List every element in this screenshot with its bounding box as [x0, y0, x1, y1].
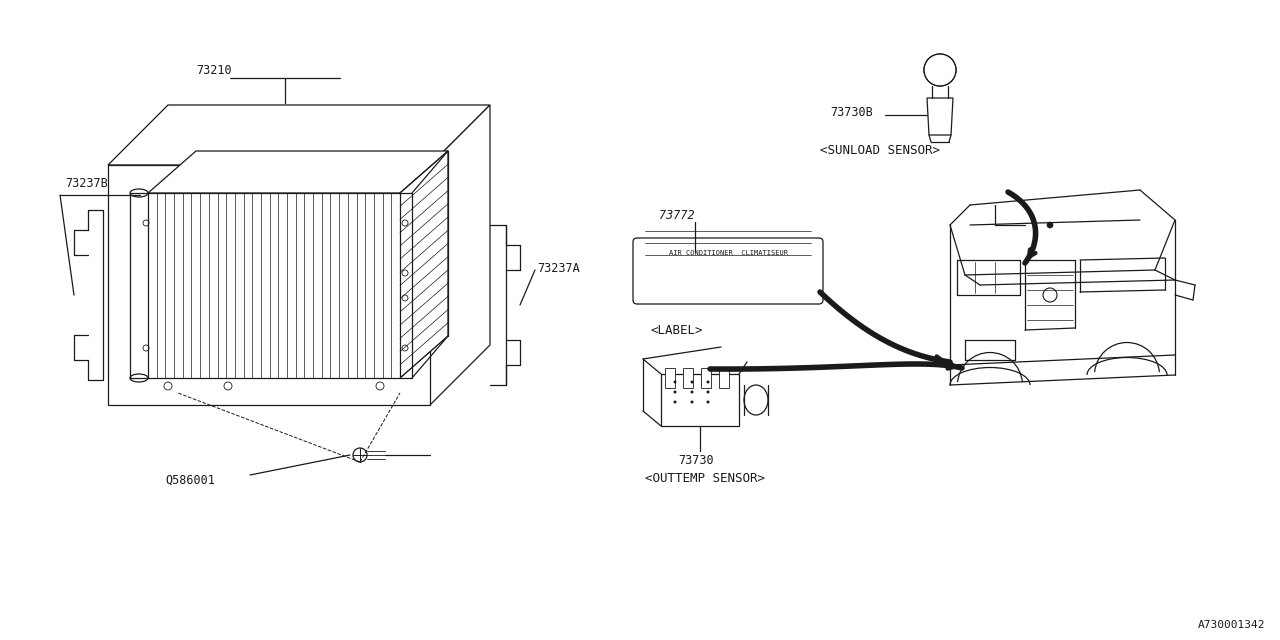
Circle shape	[1047, 222, 1053, 228]
Polygon shape	[401, 151, 448, 378]
Polygon shape	[660, 374, 739, 426]
Polygon shape	[927, 98, 954, 135]
Circle shape	[690, 401, 694, 403]
Text: 73237A: 73237A	[538, 262, 580, 275]
Circle shape	[707, 381, 709, 383]
Circle shape	[707, 401, 709, 403]
Polygon shape	[148, 151, 448, 193]
Polygon shape	[148, 193, 401, 378]
FancyBboxPatch shape	[684, 368, 692, 388]
Text: A730001342: A730001342	[1198, 620, 1265, 630]
FancyBboxPatch shape	[666, 368, 675, 388]
Polygon shape	[108, 165, 430, 405]
Circle shape	[707, 390, 709, 394]
Polygon shape	[430, 105, 490, 405]
Polygon shape	[108, 105, 490, 165]
Text: 73730: 73730	[678, 454, 714, 467]
Circle shape	[690, 381, 694, 383]
Circle shape	[690, 390, 694, 394]
Text: <OUTTEMP SENSOR>: <OUTTEMP SENSOR>	[645, 472, 765, 484]
Text: 73730B: 73730B	[829, 106, 873, 118]
Text: <LABEL>: <LABEL>	[650, 323, 703, 337]
Text: AIR CONDITIONER  CLIMATISEUR: AIR CONDITIONER CLIMATISEUR	[668, 250, 787, 256]
Circle shape	[673, 390, 677, 394]
FancyBboxPatch shape	[634, 238, 823, 304]
Circle shape	[924, 54, 955, 86]
Text: 73772: 73772	[659, 209, 695, 221]
FancyBboxPatch shape	[701, 368, 710, 388]
Text: 73210: 73210	[196, 63, 232, 77]
FancyBboxPatch shape	[719, 368, 730, 388]
Circle shape	[673, 381, 677, 383]
Text: <SUNLOAD SENSOR>: <SUNLOAD SENSOR>	[820, 143, 940, 157]
Text: Q586001: Q586001	[165, 474, 215, 486]
Text: 73237B: 73237B	[65, 177, 108, 189]
Circle shape	[673, 401, 677, 403]
